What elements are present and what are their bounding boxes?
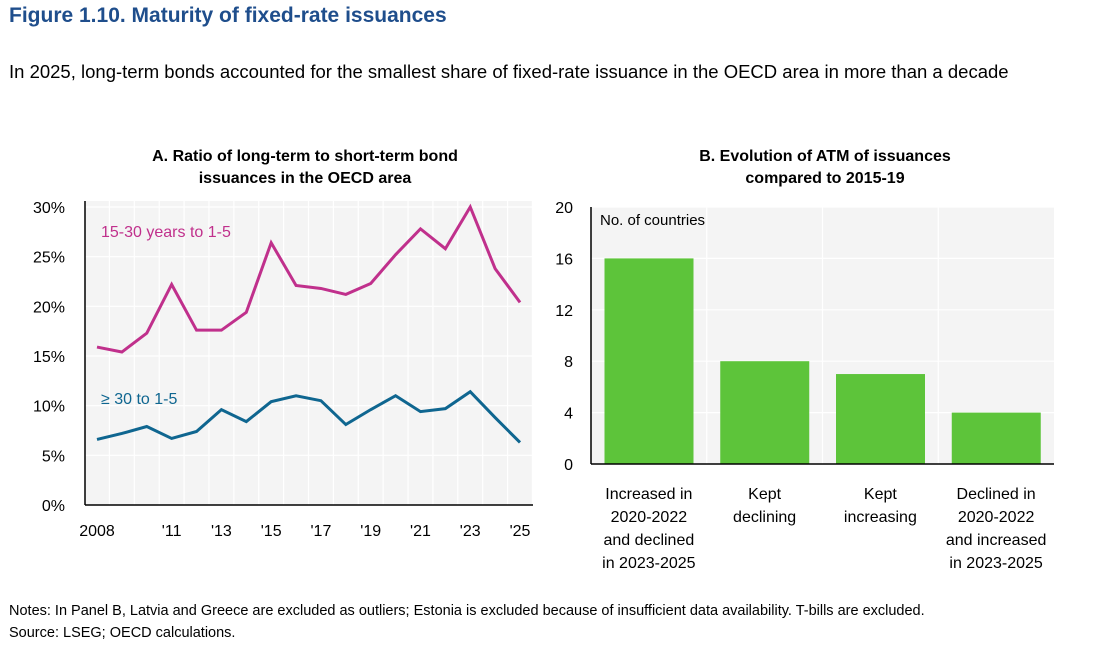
x-category-label: declining — [733, 509, 796, 526]
y-tick-label: 10% — [33, 399, 65, 416]
panel-a-title-line1: A. Ratio of long-term to short-term bond — [152, 148, 458, 165]
x-category-label: Kept — [864, 486, 897, 503]
panel-b-title-line2: compared to 2015-19 — [745, 170, 905, 187]
y-tick-label: 20% — [33, 299, 65, 316]
x-tick-label: 2008 — [79, 523, 115, 540]
x-category-label: Kept — [748, 486, 781, 503]
series-label: ≥ 30 to 1-5 — [101, 391, 177, 408]
panel-b-title: B. Evolution of ATM of issuances compare… — [585, 146, 1065, 190]
source-text: Source: LSEG; OECD calculations. — [9, 625, 236, 641]
notes-text: Notes: In Panel B, Latvia and Greece are… — [9, 603, 925, 619]
panel-b-title-line1: B. Evolution of ATM of issuances — [699, 148, 951, 165]
y-tick-label: 20 — [555, 200, 573, 217]
y-tick-label: 16 — [555, 251, 573, 268]
series-label: 15-30 years to 1-5 — [101, 224, 231, 241]
y-tick-label: 0 — [564, 457, 573, 474]
y-tick-label: 12 — [555, 303, 573, 320]
y-axis-unit-label: No. of countries — [600, 212, 705, 229]
bar — [604, 258, 694, 464]
y-tick-label: 15% — [33, 349, 65, 366]
x-category-label: in 2023-2025 — [949, 555, 1043, 572]
x-category-label: increasing — [844, 509, 917, 526]
panel-a-title-line2: issuances in the OECD area — [198, 170, 412, 187]
y-tick-label: 4 — [564, 406, 573, 423]
y-tick-label: 8 — [564, 354, 573, 371]
figure-title: Figure 1.10. Maturity of fixed-rate issu… — [9, 4, 447, 27]
bar — [720, 361, 810, 464]
x-tick-label: '19 — [360, 523, 381, 540]
panel-a-title: A. Ratio of long-term to short-term bond… — [60, 146, 550, 190]
x-tick-label: '17 — [311, 523, 332, 540]
x-tick-label: '13 — [211, 523, 232, 540]
line-chart-panel-a: 0% 5% 10% 15% 20% 25% 30% 2008 '11 '13 '15 '17 '19 '2… — [33, 200, 534, 540]
x-category-label: in 2023-2025 — [602, 555, 696, 572]
x-tick-label: '21 — [410, 523, 431, 540]
bar-chart-panel-b: 0 4 8 12 16 20 Increased in 2020-2022 and declin… — [555, 200, 1054, 572]
x-category-label: 2020-2022 — [958, 509, 1035, 526]
bar — [951, 412, 1041, 464]
notes: Notes: In Panel B, Latvia and Greece are… — [9, 600, 925, 644]
x-tick-label: '11 — [162, 523, 182, 540]
series-line-30-plus-years — [96, 389, 522, 444]
y-tick-label: 0% — [42, 498, 65, 515]
x-tick-label: '23 — [460, 523, 481, 540]
figure-subtitle: In 2025, long-term bonds accounted for t… — [9, 61, 1009, 82]
x-tick-label: '15 — [261, 523, 282, 540]
y-tick-label: 5% — [42, 448, 65, 465]
x-category-label: Increased in — [605, 486, 692, 503]
x-category-label: 2020-2022 — [611, 509, 688, 526]
y-tick-label: 30% — [33, 200, 65, 217]
x-category-label: and declined — [604, 532, 695, 549]
bar — [836, 374, 925, 464]
x-tick-label: '25 — [510, 523, 531, 540]
series-line-15-30-years — [96, 203, 522, 354]
x-category-label: Declined in — [957, 486, 1036, 503]
x-category-label: and increased — [946, 532, 1047, 549]
y-tick-label: 25% — [33, 250, 65, 267]
